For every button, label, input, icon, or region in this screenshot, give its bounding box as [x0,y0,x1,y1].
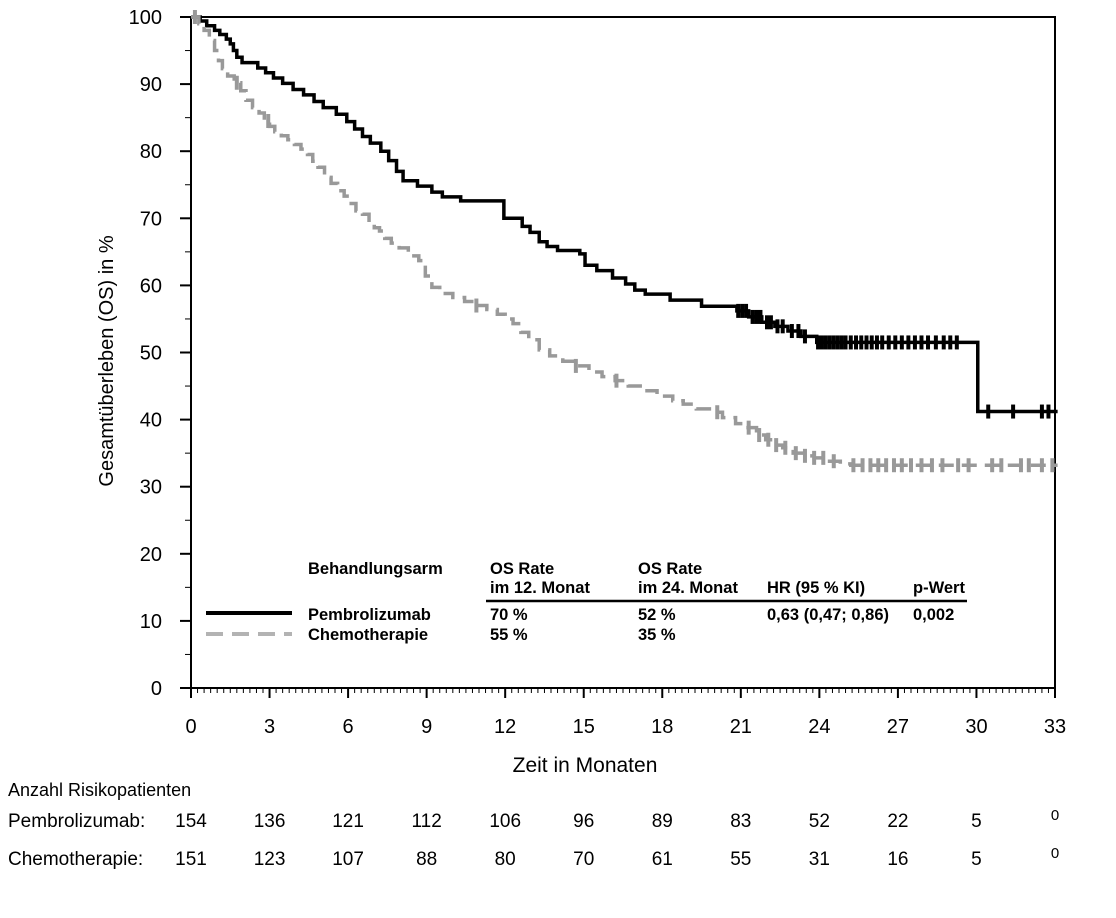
y-axis-title: Gesamtüberleben (OS) in % [96,235,118,486]
risk-value: 22 [887,811,908,832]
risk-row-label-chemotherapie: Chemotherapie: [8,849,143,870]
legend-row-chemotherapie-name: Chemotherapie [308,626,428,644]
y-tick-label: 90 [140,74,162,96]
survival-curves [191,10,1058,473]
y-tick-label: 10 [140,611,162,633]
risk-value: 123 [254,849,286,870]
risk-value: 121 [332,811,364,832]
y-tick-label: 40 [140,410,162,432]
legend-col-os24-line1: OS Rate [638,560,702,578]
x-tick-label: 24 [808,716,830,738]
risk-value: 96 [573,811,594,832]
risk-row-label-pembrolizumab: Pembrolizumab: [8,811,145,832]
legend-table: Behandlungsarm OS Rate im 12. Monat OS R… [206,560,967,644]
legend-row-pembrolizumab-os12: 70 % [490,606,528,624]
legend-row-chemotherapie-os24: 35 % [638,626,676,644]
pembrolizumab-curve [191,15,1058,414]
axes-and-ticks: 0 3 6 9 12 15 18 21 24 27 30 33 0 10 20 30 40 50 60 70 80 90 1… [129,7,1067,738]
chemotherapie-curve [191,15,1058,467]
risk-value: 80 [495,849,516,870]
y-tick-label: 70 [140,208,162,230]
risk-value: 112 [411,811,441,832]
x-tick-label: 9 [421,716,432,738]
y-tick-label: 30 [140,477,162,499]
risk-value: 151 [175,849,207,870]
risk-table: Anzahl Risikopatienten Pembrolizumab: Ch… [8,780,1059,870]
risk-value: 136 [254,811,286,832]
risk-value: 154 [175,811,207,832]
risk-value: 88 [416,849,437,870]
y-tick-label: 20 [140,544,162,566]
legend-col-os24-line2: im 24. Monat [638,579,738,597]
risk-value: 55 [730,849,751,870]
x-tick-label: 27 [887,716,909,738]
y-tick-label: 50 [140,343,162,365]
y-tick-label: 60 [140,275,162,297]
risk-value: 52 [809,811,830,832]
risk-value: 16 [887,849,908,870]
x-tick-label: 18 [651,716,673,738]
x-tick-label: 30 [965,716,987,738]
risk-value: 5 [971,849,982,870]
risk-value: 61 [652,849,673,870]
y-tick-label: 100 [129,7,162,29]
legend-row-pembrolizumab-name: Pembrolizumab [308,606,431,624]
x-axis-title: Zeit in Monaten [513,754,658,777]
risk-value: 107 [332,849,364,870]
x-tick-label: 21 [730,716,752,738]
legend-row-pembrolizumab-p: 0,002 [913,606,954,624]
x-tick-label: 15 [573,716,595,738]
legend-row-pembrolizumab-hr: 0,63 (0,47; 0,86) [767,606,889,624]
x-tick-label: 0 [185,716,196,738]
y-tick-label: 0 [151,678,162,700]
risk-table-title: Anzahl Risikopatienten [8,780,191,800]
y-tick-label: 80 [140,141,162,163]
legend-col-os12-line2: im 12. Monat [490,579,590,597]
legend-col-p: p-Wert [913,579,965,597]
risk-values: 154 136 121 112 106 96 89 83 52 22 5 0 151 123 107 88 80… [175,807,1059,870]
risk-value: 83 [730,811,751,832]
risk-value: 0 [1051,807,1059,824]
legend-col-hr: HR (95 % KI) [767,579,865,597]
risk-value: 31 [809,849,830,870]
x-tick-label: 3 [264,716,275,738]
x-tick-label: 33 [1044,716,1066,738]
risk-value: 89 [652,811,673,832]
x-tick-label: 12 [494,716,516,738]
legend-col-os12-line1: OS Rate [490,560,554,578]
legend-row-pembrolizumab-os24: 52 % [638,606,676,624]
legend-row-chemotherapie-os12: 55 % [490,626,528,644]
x-tick-label: 6 [343,716,354,738]
risk-value: 106 [489,811,521,832]
legend-col-treatment: Behandlungsarm [308,560,443,578]
risk-value: 70 [573,849,594,870]
risk-value: 0 [1051,845,1059,862]
risk-value: 5 [971,811,982,832]
